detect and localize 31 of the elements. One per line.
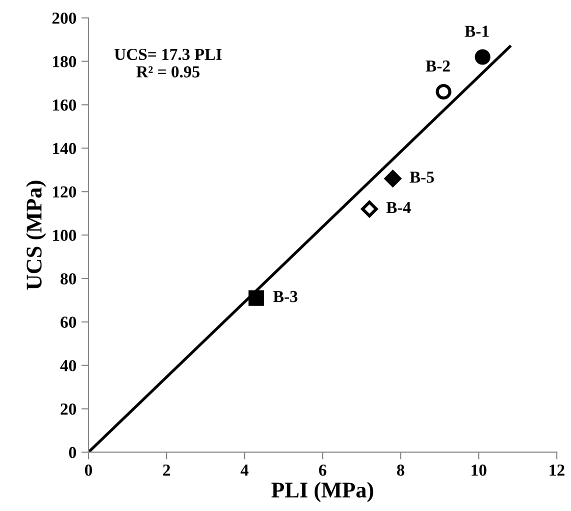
point — [361, 200, 378, 218]
point — [384, 170, 402, 187]
series-label: B-2 — [426, 60, 450, 72]
y-tick-label: 0 — [69, 446, 76, 458]
annotation: UCS= 17.3 PLI R² = 0.95 — [114, 48, 222, 78]
y-tick-label: 20 — [60, 404, 76, 415]
y-axis-title: UCS (MPa) — [26, 180, 46, 290]
y-tick-label: 60 — [60, 316, 76, 328]
y-tick-label: 80 — [60, 273, 76, 284]
point — [474, 49, 490, 65]
series-label: B-5 — [410, 172, 434, 183]
x-tick-label: 10 — [472, 464, 486, 476]
x-tick-label: 2 — [163, 464, 170, 476]
y-tick-label: 180 — [53, 56, 76, 68]
y-tick-label: 120 — [53, 186, 76, 198]
x-tick-label: 4 — [240, 464, 248, 476]
point — [436, 84, 452, 100]
x-axis-title: PLI (MPa) — [271, 482, 374, 502]
y-tick-label: 160 — [53, 99, 76, 111]
x-tick-label: 0 — [84, 464, 92, 476]
y-tick-label: 100 — [53, 230, 76, 242]
y-tick-label: 200 — [52, 12, 76, 24]
x-tick-label: 12 — [550, 464, 564, 476]
series-label: B-3 — [273, 291, 298, 302]
series-label: B-4 — [386, 202, 411, 214]
y-tick-label: 40 — [60, 360, 76, 372]
x-tick-label: 8 — [397, 464, 404, 476]
point — [248, 290, 264, 306]
x-tick-label: 6 — [319, 464, 326, 476]
y-tick-label: 140 — [53, 142, 76, 154]
series-label: B-1 — [464, 26, 489, 37]
